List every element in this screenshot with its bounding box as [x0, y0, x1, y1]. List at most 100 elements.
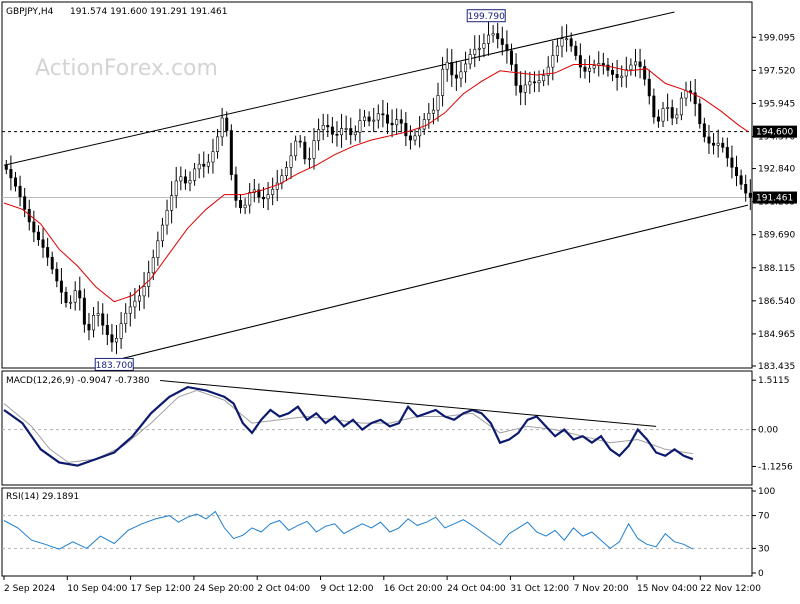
candle-body [459, 71, 463, 79]
candle-body [133, 300, 137, 308]
candle [537, 70, 541, 93]
candle [679, 92, 683, 121]
candle-body [46, 247, 50, 258]
candle-body [514, 64, 518, 86]
candle [202, 151, 206, 178]
candle-body [675, 114, 679, 119]
candle [73, 281, 77, 311]
candle-body [643, 66, 647, 80]
candle-body [620, 75, 624, 78]
candle-body [532, 81, 536, 84]
candle-body [87, 323, 91, 331]
candle-body [41, 239, 45, 248]
candle-body [445, 62, 449, 70]
candle-body [317, 129, 321, 141]
candle-body [220, 117, 224, 138]
candle-body [55, 268, 59, 282]
candle-body [234, 174, 238, 201]
candle-body [496, 33, 500, 40]
candle-body [482, 43, 486, 49]
candle [395, 108, 399, 135]
candle-body [601, 63, 605, 66]
candle-body [698, 103, 702, 125]
candle [656, 109, 660, 128]
macd-axis-tick-label: -1.1256 [758, 462, 793, 472]
candle [422, 112, 426, 135]
candle [707, 124, 711, 154]
price-panel: ActionForex.com GBPJPY,H4 191.574 191.60… [1, 1, 797, 372]
candle-body [656, 116, 660, 122]
candle [638, 48, 642, 79]
candle-body [128, 306, 132, 314]
candle [574, 40, 578, 61]
candle [170, 181, 174, 224]
price-axis-tick-label: 189.690 [758, 231, 795, 241]
candle [551, 40, 555, 81]
candle [303, 136, 307, 165]
candle-body [381, 113, 385, 116]
candle-body [712, 142, 716, 146]
candle-body [487, 34, 491, 44]
candle [661, 102, 665, 128]
candle [519, 71, 523, 106]
candle-body [431, 109, 435, 114]
candle [239, 194, 243, 214]
candle [716, 129, 720, 158]
candle-body [725, 147, 729, 159]
candle-body [23, 196, 27, 210]
candle [160, 217, 164, 248]
candle-body [615, 74, 619, 78]
current-price-tag: 191.461 [753, 191, 797, 204]
candle-body [284, 167, 288, 177]
candle [82, 288, 86, 333]
candle-body [505, 44, 509, 52]
candle-body [18, 185, 22, 198]
candle [294, 135, 298, 161]
candle [220, 107, 224, 146]
candle-body [307, 158, 311, 160]
candle [174, 167, 178, 209]
candle-body [78, 290, 82, 299]
candle [569, 32, 573, 52]
price-panel-frame [1, 1, 753, 369]
candle-body [477, 47, 481, 50]
candle-body [702, 123, 706, 138]
candle-body [13, 177, 17, 187]
candle [59, 268, 63, 304]
candle-body [119, 323, 123, 339]
candle [459, 61, 463, 88]
candle [115, 324, 119, 355]
candle [142, 271, 146, 309]
time-tick-label: 9 Oct 12:00 [321, 584, 374, 594]
candle-body [160, 224, 164, 242]
candle-body [606, 64, 610, 71]
candle [413, 129, 417, 146]
candle [652, 88, 656, 124]
candle [330, 117, 334, 144]
candle-body [243, 204, 247, 209]
candle [624, 56, 628, 88]
candle [216, 128, 220, 159]
price-axis-tick-label: 184.965 [758, 330, 795, 340]
level-price-tag: 194.600 [753, 125, 797, 138]
rsi-axis-tick-label: 0 [758, 569, 764, 579]
candle [615, 59, 619, 91]
candle [349, 117, 353, 145]
candle-body [4, 164, 8, 170]
candle-body [32, 221, 36, 233]
candle-body [142, 286, 146, 297]
candle-body [399, 119, 403, 124]
candle-body [652, 95, 656, 118]
price-tag-bg [753, 125, 797, 138]
candle-body [408, 135, 412, 141]
candle [730, 145, 734, 179]
candle-body [491, 33, 495, 36]
candle-body [64, 291, 68, 304]
macd-line [3, 385, 694, 467]
candle-body [629, 64, 633, 71]
candle [147, 260, 151, 298]
candle [248, 183, 252, 214]
candle-body [464, 63, 468, 73]
time-tick-label: 15 Nov 04:00 [637, 584, 698, 594]
candle-body [551, 55, 555, 68]
